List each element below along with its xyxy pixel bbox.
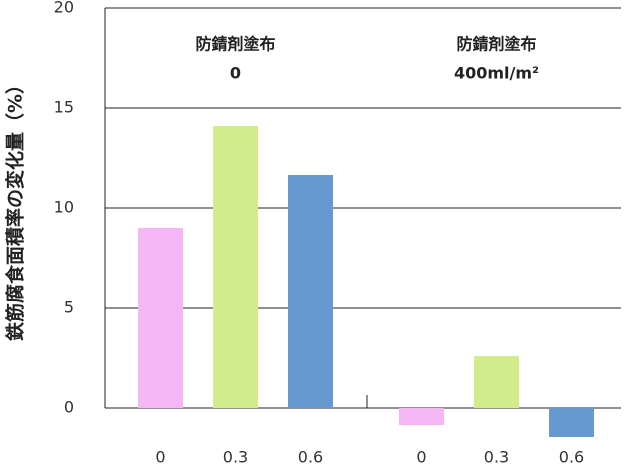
bar xyxy=(474,356,519,408)
y-tick-label: 20 xyxy=(54,0,74,17)
bar xyxy=(213,126,258,408)
x-tick-label: 0.6 xyxy=(559,448,584,467)
group-title: 防錆剤塗布 xyxy=(456,35,536,54)
bar xyxy=(138,228,183,408)
y-tick-label: 10 xyxy=(54,198,74,217)
x-tick-label: 0 xyxy=(416,448,426,467)
group-subtitle: 0 xyxy=(230,64,241,83)
y-tick-label: 15 xyxy=(54,98,74,117)
y-tick-label: 5 xyxy=(64,298,74,317)
y-axis-label: 鉄筋腐食面積率の変化量（%） xyxy=(4,75,27,341)
x-tick-label: 0 xyxy=(155,448,165,467)
group-subtitle: 400ml/m² xyxy=(454,64,539,83)
x-tick-label: 0.3 xyxy=(223,448,248,467)
bar xyxy=(549,408,594,437)
y-tick-label: 0 xyxy=(64,398,74,417)
x-tick-label: 0.3 xyxy=(484,448,509,467)
group-title: 防錆剤塗布 xyxy=(195,35,275,54)
bar xyxy=(399,408,444,425)
bar xyxy=(288,175,333,408)
x-tick-label: 0.6 xyxy=(298,448,323,467)
